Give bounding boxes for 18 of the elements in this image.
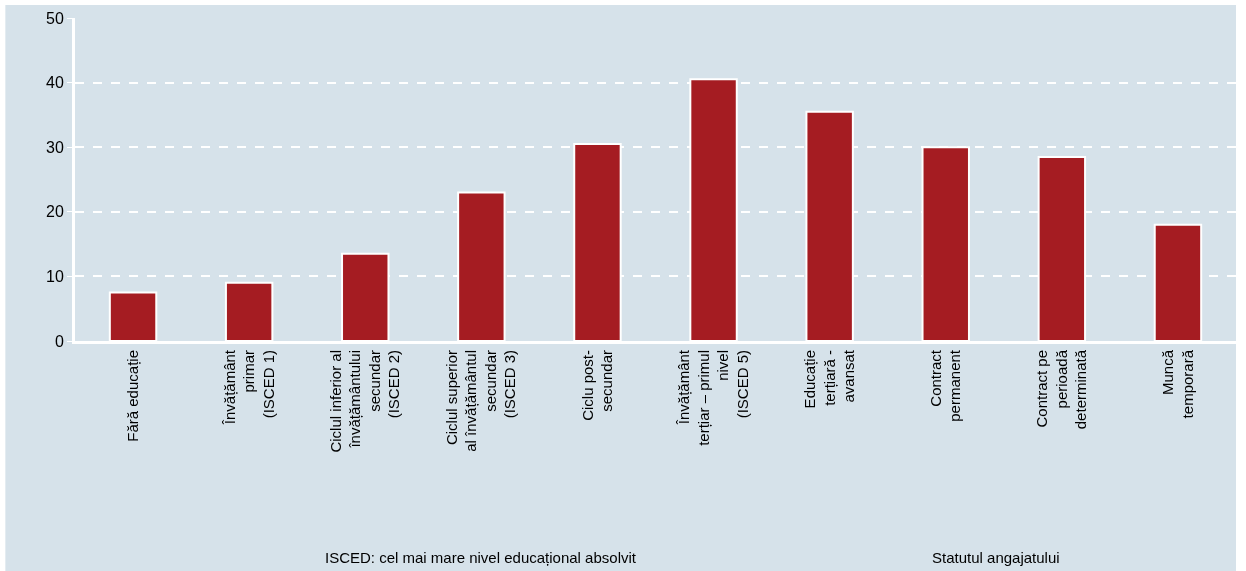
y-tick-label: 50	[46, 9, 64, 27]
y-tick-label: 0	[54, 332, 64, 350]
y-tick-label: 20	[46, 203, 64, 221]
x-tick-label: Învățământ primar (ISCED 1)	[220, 349, 277, 426]
x-tick-label: Educație terțiară - avansat	[801, 349, 858, 409]
x-tick-label: Contract permanent	[926, 349, 964, 422]
y-tick-label: 10	[46, 268, 64, 285]
y-tick-label: 40	[46, 74, 64, 92]
x-tick-label: Fără educație	[123, 350, 141, 442]
y-tick-label: 30	[46, 138, 64, 156]
text: Statutul angajatului	[932, 549, 1060, 566]
x-tick-label: Contract pe perioadă determinată	[1033, 349, 1090, 430]
x-tick-label: Muncă temporară	[1159, 349, 1196, 419]
text: ISCED: cel mai mare nivel educațional absolvit	[325, 549, 637, 566]
x-tick-label: Ciclul superior al învățământul secundar (ISCED 3)	[442, 350, 519, 452]
x-tick-label: Ciclu post- secundar	[578, 350, 616, 421]
x-tick-label: Ciclul inferior al învățământului secundar (ISCED 2)	[326, 350, 403, 453]
x-tick-label: Învățământ terțiar – primul nivel (ISCED 5)	[675, 349, 751, 446]
